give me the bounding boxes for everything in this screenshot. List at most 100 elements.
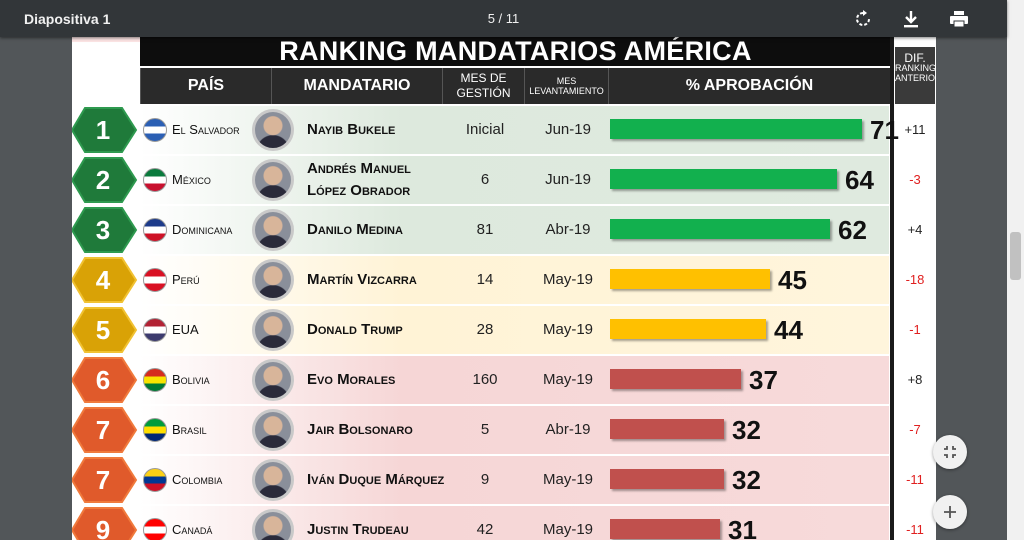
country-flag	[143, 268, 167, 292]
country-flag	[143, 118, 167, 142]
leader-avatar	[252, 109, 294, 151]
mes-gestion-value: 28	[476, 321, 494, 338]
rank-medal: 1	[72, 106, 140, 154]
leader-name: Evo Morales	[307, 371, 396, 388]
table-row: 6 Bolivia Evo Morales 160 May-19 37	[72, 356, 889, 404]
leader-avatar	[252, 159, 294, 201]
country-name: Brasil	[172, 422, 207, 437]
leader-name: Donald Trump	[307, 321, 403, 338]
country-name: Bolivia	[172, 372, 210, 387]
rank-medal: 6	[72, 356, 140, 404]
rank-medal: 9	[72, 506, 140, 540]
zoom-in-icon[interactable]	[933, 495, 967, 529]
rank-number: 3	[95, 215, 111, 245]
country-name: Dominicana	[172, 222, 233, 237]
rank-medal: 7	[72, 456, 140, 504]
header-dif: DIF. RANKING ANTERIOR	[895, 47, 936, 104]
approval-value: 64	[845, 165, 874, 195]
table-row: 4 Perú Martín Vizcarra 14 May-19 45	[72, 256, 889, 304]
rank-medal: 2	[72, 156, 140, 204]
country-name: México	[172, 172, 211, 187]
leader-name: Martín Vizcarra	[307, 271, 417, 288]
slide-top-strip	[72, 37, 140, 42]
mes-gestion-value: Inicial	[465, 121, 505, 138]
table-row: 9 Canadá Justin Trudeau 42 May-19 31	[72, 506, 889, 540]
ranking-diff-value: +11	[904, 122, 926, 137]
leader-avatar	[252, 309, 294, 351]
approval-bar	[610, 369, 741, 389]
table-row: 5 EUA Donald Trump 28 May-19 44	[72, 306, 889, 354]
table-row: 7 Colombia Iván Duque Márquez 9 May-19 32	[72, 456, 889, 504]
country-flag	[143, 518, 167, 540]
rank-medal: 4	[72, 256, 140, 304]
header-mandatario: MANDATARIO	[271, 68, 442, 104]
approval-bar	[610, 419, 724, 439]
approval-value: 31	[728, 515, 757, 540]
mes-gestion-value: 9	[480, 471, 490, 488]
rank-medal: 7	[72, 406, 140, 454]
leader-name: Iván Duque Márquez	[307, 471, 445, 488]
country-flag	[143, 418, 167, 442]
leader-name: Jair Bolsonaro	[307, 421, 413, 438]
print-icon[interactable]	[945, 5, 973, 33]
country-name: El Salvador	[172, 122, 240, 137]
country-flag	[143, 368, 167, 392]
leader-avatar	[252, 359, 294, 401]
header-aprobacion: % APROBACIÓN	[608, 68, 890, 104]
download-icon[interactable]	[897, 5, 925, 33]
mes-gestion-value: 81	[476, 221, 494, 238]
slide-banner-title: RANKING MANDATARIOS AMÉRICA	[140, 37, 891, 66]
mes-gestion-value: 160	[472, 371, 498, 388]
leader-avatar	[252, 459, 294, 501]
pdf-toolbar: Diapositiva 1 5 / 11	[0, 0, 1007, 37]
approval-value: 45	[778, 265, 807, 295]
rank-number: 2	[95, 165, 111, 195]
approval-bar	[610, 219, 830, 239]
rank-number: 7	[95, 465, 111, 495]
rank-number: 9	[95, 515, 111, 540]
approval-value: 32	[732, 415, 761, 445]
mes-levantamiento-value: May-19	[542, 521, 594, 538]
header-dif-label: DIF.	[904, 51, 926, 65]
rank-medal: 5	[72, 306, 140, 354]
approval-value: 71	[870, 115, 899, 145]
header-mes-gestion: MES DE GESTIÓN	[442, 68, 524, 104]
ranking-diff-value: +8	[907, 372, 923, 387]
country-flag	[143, 318, 167, 342]
mes-levantamiento-value: May-19	[542, 471, 594, 488]
rank-number: 5	[95, 315, 111, 345]
rank-number: 4	[95, 265, 111, 295]
leader-avatar	[252, 209, 294, 251]
approval-bar	[610, 469, 724, 489]
leader-name: Nayib Bukele	[307, 121, 396, 138]
slide-page: RANKING MANDATARIOS AMÉRICA PAÍS MANDATA…	[72, 37, 936, 540]
ranking-diff-value: -1	[909, 322, 921, 337]
country-flag	[143, 468, 167, 492]
ranking-diff-value: -7	[909, 422, 921, 437]
fit-page-icon[interactable]	[933, 435, 967, 469]
leader-avatar	[252, 259, 294, 301]
approval-value: 44	[774, 315, 803, 345]
rotate-icon[interactable]	[849, 5, 877, 33]
scrollbar-thumb[interactable]	[1010, 232, 1021, 280]
country-flag	[143, 218, 167, 242]
document-title: Diapositiva 1	[24, 11, 111, 27]
header-dif-sublabel: RANKING ANTERIOR	[895, 63, 936, 83]
mes-levantamiento-value: May-19	[542, 271, 594, 288]
leader-name: Andrés Manuel López Obrador	[307, 160, 411, 199]
ranking-diff-value: -3	[909, 172, 921, 187]
mes-levantamiento-value: Abr-19	[545, 421, 591, 438]
country-flag	[143, 168, 167, 192]
leader-avatar	[252, 509, 294, 540]
approval-value: 32	[732, 465, 761, 495]
header-mes-levantamiento: MES LEVANTAMIENTO	[524, 68, 608, 104]
table-row: 7 Brasil Jair Bolsonaro 5 Abr-19 32	[72, 406, 889, 454]
table-row: 3 Dominicana Danilo Medina 81 Abr-19 62	[72, 206, 889, 254]
mes-gestion-value: 5	[480, 421, 490, 438]
approval-bar	[610, 319, 766, 339]
country-name: Perú	[172, 272, 200, 287]
country-name: Canadá	[172, 522, 213, 537]
page-indicator: 5 / 11	[487, 11, 520, 26]
approval-value: 62	[838, 215, 867, 245]
table-row: 1 El Salvador Nayib Bukele Inicial Jun-19 71	[72, 106, 899, 154]
